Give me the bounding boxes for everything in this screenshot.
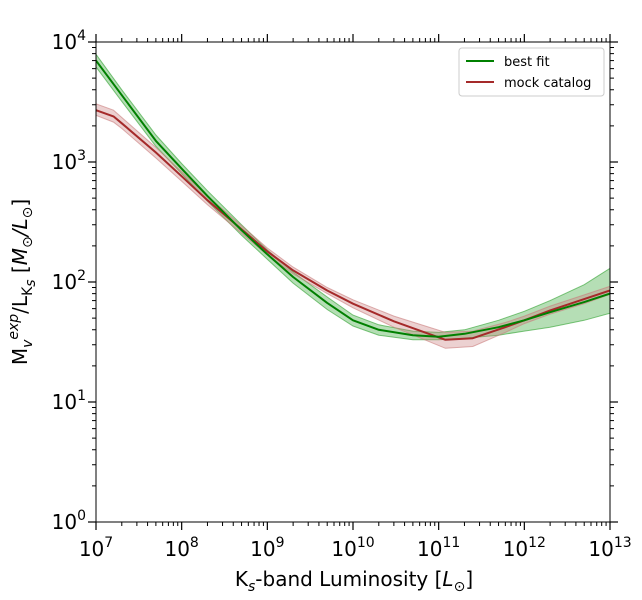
x-tick-label: 108 bbox=[164, 535, 198, 561]
legend-label-best-fit: best fit bbox=[504, 55, 550, 70]
legend-box bbox=[458, 47, 605, 97]
band-mock-catalog bbox=[96, 103, 610, 349]
x-tick-label: 1011 bbox=[417, 535, 460, 561]
y-tick-label: 104 bbox=[52, 28, 86, 54]
y-tick-label: 101 bbox=[52, 388, 86, 414]
y-axis-label: Mvexp/LKs [M⊙/L⊙] bbox=[6, 199, 39, 365]
y-tick-labels: 100 101 102 103 104 bbox=[52, 28, 86, 534]
x-tick-label: 107 bbox=[79, 535, 113, 561]
y-tick-label: 102 bbox=[52, 268, 86, 294]
legend-label-mock-catalog: mock catalog bbox=[504, 76, 591, 91]
x-tick-labels: 107 108 109 1010 1011 1012 1013 bbox=[79, 535, 632, 561]
x-tick-label: 1013 bbox=[588, 535, 631, 561]
x-axis-label: Ks-band Luminosity [L⊙] bbox=[235, 567, 473, 595]
axis-ticks bbox=[88, 34, 618, 530]
y-tick-label: 103 bbox=[52, 148, 86, 174]
legend: best fit mock catalog bbox=[458, 47, 605, 97]
x-tick-label: 1012 bbox=[503, 535, 546, 561]
line-best-fit bbox=[96, 60, 610, 338]
y-tick-label: 100 bbox=[52, 508, 86, 534]
x-tick-label: 1010 bbox=[331, 535, 374, 561]
x-tick-label: 109 bbox=[250, 535, 284, 561]
series-lines bbox=[96, 60, 610, 341]
